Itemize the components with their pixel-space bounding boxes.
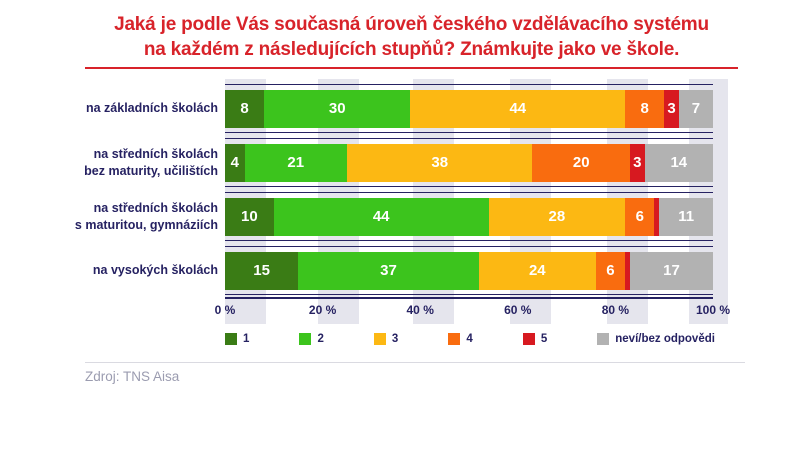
bar-value-label: 14 — [670, 154, 688, 171]
bar-value-label: 20 — [572, 154, 590, 171]
footer-divider — [85, 362, 745, 363]
bar-value-label: 38 — [431, 154, 449, 171]
bar-segment-1: 8 — [225, 89, 265, 128]
x-axis-tick: 20 % — [308, 303, 337, 317]
bar-segment-3: 44 — [410, 89, 626, 128]
bar-value-label: 6 — [606, 262, 615, 279]
x-axis-ticks: 0 % 20 % 40 % 60 % 80 % 100 % — [215, 303, 730, 323]
legend-swatch — [299, 333, 312, 345]
bar-value-label: 44 — [509, 100, 527, 117]
plot-area: 8 30 44 8 3 7 4 21 38 20 3 14 10 44 28 6 11 15 37 24 6 17 0 %… — [215, 79, 730, 324]
legend-swatch — [448, 333, 461, 345]
chart-title-line1: Jaká je podle Vás současná úroveň českéh… — [114, 14, 709, 35]
bar-segment-neví/bez odpovědi: 14 — [644, 143, 713, 182]
stacked-bar: 10 44 28 6 11 — [225, 197, 713, 236]
bar-value-label: 7 — [691, 100, 701, 117]
bar-value-label: 3 — [633, 154, 642, 171]
bar-row: 4 21 38 20 3 14 — [225, 138, 713, 187]
bar-segment-5 — [625, 251, 630, 290]
legend-swatch — [373, 333, 386, 345]
stacked-bar-chart: na základních školách na středních školác… — [0, 79, 745, 324]
x-axis-tick: 0 % — [214, 303, 236, 317]
legend-label: 2 — [317, 333, 324, 345]
bar-value-label: 30 — [328, 100, 346, 117]
bar-segment-1: 15 — [225, 251, 299, 290]
bar-segment-1: 4 — [225, 143, 245, 182]
bar-value-label: 17 — [663, 262, 680, 279]
bar-segment-neví/bez odpovědi: 11 — [659, 197, 713, 236]
x-axis-tick: 40 % — [406, 303, 434, 317]
bar-value-label: 24 — [528, 262, 546, 279]
stacked-bar: 15 37 24 6 17 — [225, 251, 713, 290]
category-label: na základních školách — [86, 101, 218, 116]
bar-value-label: 8 — [240, 100, 249, 117]
chart-title: Jaká je podle Vás současná úroveň českéh… — [85, 13, 738, 62]
bar-segment-5 — [654, 197, 660, 236]
bar-segment-neví/bez odpovědi: 17 — [629, 251, 713, 290]
legend-item: 1 — [225, 333, 249, 345]
bar-value-label: 6 — [635, 208, 644, 225]
legend-label: neví/bez odpovědi — [615, 333, 715, 345]
legend-item: neví/bez odpovědi — [597, 333, 715, 345]
bar-value-label: 3 — [667, 100, 676, 117]
bar-value-label: 28 — [548, 208, 566, 225]
x-axis-tick: 60 % — [504, 303, 532, 317]
legend-label: 4 — [466, 333, 473, 345]
bar-segment-4: 20 — [532, 143, 631, 182]
legend-item: 4 — [448, 333, 473, 345]
bar-rows: 8 30 44 8 3 7 4 21 38 20 3 14 10 44 28 6 11 15 37 24 6 17 — [225, 84, 713, 295]
bar-value-label: 44 — [372, 208, 390, 225]
bar-value-label: 8 — [640, 100, 649, 117]
legend-item: 5 — [522, 333, 548, 345]
bar-segment-2: 37 — [298, 251, 479, 290]
x-axis-line — [225, 297, 713, 299]
bar-segment-4: 6 — [625, 197, 655, 236]
bar-segment-4: 6 — [595, 251, 626, 290]
bar-value-label: 10 — [241, 208, 258, 225]
chart-title-line2: na každém z následujících stupňů? Známku… — [143, 38, 680, 60]
x-axis-tick: 80 % — [601, 303, 630, 317]
legend-label: 1 — [243, 333, 250, 345]
bar-segment-1: 10 — [225, 197, 274, 236]
bar-row: 10 44 28 6 11 — [225, 192, 713, 241]
x-axis-tick: 100 % — [695, 303, 731, 317]
legend-label: 5 — [540, 333, 548, 345]
legend-swatch — [225, 333, 237, 345]
legend-item: 3 — [373, 333, 399, 345]
bar-segment-2: 30 — [264, 89, 411, 128]
category-label: na vysokých školách — [92, 263, 218, 278]
bar-segment-5: 3 — [630, 143, 645, 182]
legend-label: 3 — [391, 333, 399, 345]
bar-row: 8 30 44 8 3 7 — [225, 84, 713, 133]
stacked-bar: 8 30 44 8 3 7 — [225, 89, 713, 128]
legend: 1 2 3 4 5 neví/bez odpovědi — [225, 333, 715, 345]
legend-swatch — [597, 333, 610, 345]
bar-value-label: 15 — [253, 262, 270, 279]
bar-value-label: 4 — [230, 154, 239, 171]
bar-segment-2: 21 — [244, 143, 347, 182]
bar-segment-4: 8 — [625, 89, 665, 128]
legend-item: 2 — [299, 333, 324, 345]
category-label: na středních školách s maturitou, gymnáz… — [74, 201, 218, 232]
legend-swatch — [522, 333, 535, 345]
category-label: na středních školách bez maturity, učili… — [84, 147, 218, 178]
source-note: Zdroj: TNS Aisa — [85, 369, 180, 384]
bar-segment-5: 3 — [664, 89, 679, 128]
category-labels: na základních školách na středních školác… — [0, 84, 225, 323]
bar-segment-3: 28 — [488, 197, 626, 236]
stacked-bar: 4 21 38 20 3 14 — [225, 143, 713, 182]
bar-value-label: 37 — [380, 262, 397, 279]
bar-row: 15 37 24 6 17 — [225, 246, 713, 295]
bar-segment-3: 24 — [478, 251, 596, 290]
bar-value-label: 11 — [678, 208, 695, 225]
bar-segment-2: 44 — [273, 197, 489, 236]
bar-segment-neví/bez odpovědi: 7 — [678, 89, 713, 128]
bar-segment-3: 38 — [346, 143, 533, 182]
bar-value-label: 21 — [287, 154, 305, 171]
title-underline — [85, 67, 738, 69]
